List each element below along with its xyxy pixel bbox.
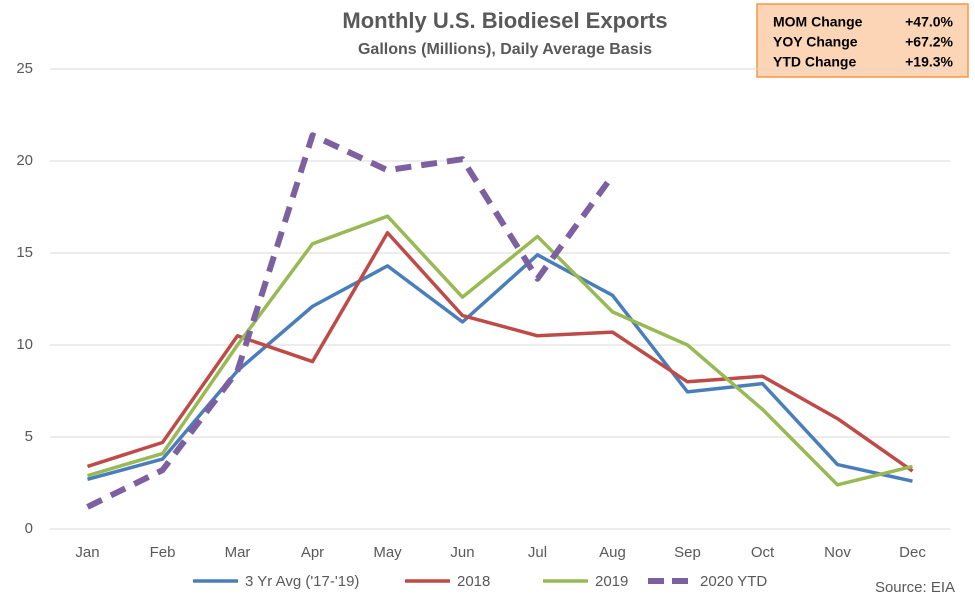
y-tick-label: 0 bbox=[25, 520, 33, 537]
legend-label: 3 Yr Avg ('17-'19) bbox=[245, 573, 359, 590]
source: Source: EIA bbox=[875, 579, 955, 596]
info-label: MOM Change bbox=[773, 14, 863, 30]
x-tick-label: Aug bbox=[599, 544, 626, 561]
y-tick-label: 10 bbox=[16, 336, 33, 353]
series-line bbox=[86, 132, 615, 510]
x-tick-label: Nov bbox=[824, 544, 851, 561]
series-line bbox=[86, 231, 914, 473]
x-tick-label: Dec bbox=[899, 544, 926, 561]
x-tick-label: Jul bbox=[528, 544, 547, 561]
series-line bbox=[87, 214, 913, 487]
series-line bbox=[87, 253, 913, 483]
info-label: YOY Change bbox=[773, 34, 858, 50]
info-value: +19.3% bbox=[905, 54, 953, 70]
info-label: YTD Change bbox=[773, 54, 856, 70]
y-tick-label: 5 bbox=[25, 428, 33, 445]
x-tick-label: Jan bbox=[75, 544, 99, 561]
x-tick-label: Mar bbox=[225, 544, 251, 561]
x-tick-label: Jun bbox=[450, 544, 474, 561]
y-tick-label: 15 bbox=[16, 244, 33, 261]
legend-label: 2018 bbox=[457, 573, 490, 590]
y-tick-label: 20 bbox=[16, 152, 33, 169]
y-tick-label: 25 bbox=[16, 60, 33, 77]
legend-label: 2019 bbox=[595, 573, 628, 590]
x-tick-label: Apr bbox=[301, 544, 324, 561]
chart-subtitle: Gallons (Millions), Daily Average Basis bbox=[358, 41, 652, 58]
info-value: +67.2% bbox=[905, 34, 953, 50]
info-value: +47.0% bbox=[905, 14, 953, 30]
legend-label: 2020 YTD bbox=[700, 573, 767, 590]
x-tick-label: Oct bbox=[751, 544, 775, 561]
x-tick-label: May bbox=[373, 544, 402, 561]
x-tick-label: Feb bbox=[150, 544, 176, 561]
info-box bbox=[756, 3, 969, 78]
chart-title: Monthly U.S. Biodiesel Exports bbox=[342, 8, 667, 33]
x-tick-label: Sep bbox=[674, 544, 701, 561]
